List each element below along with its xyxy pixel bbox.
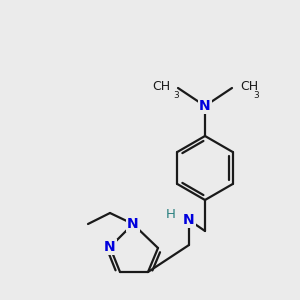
Text: N: N	[127, 217, 139, 231]
Text: H: H	[166, 208, 176, 221]
Text: N: N	[199, 99, 211, 113]
Text: N: N	[104, 240, 116, 254]
Text: N: N	[183, 213, 195, 227]
Text: 3: 3	[173, 91, 179, 100]
Text: CH: CH	[240, 80, 258, 92]
Text: 3: 3	[253, 91, 259, 100]
Text: CH: CH	[152, 80, 170, 92]
